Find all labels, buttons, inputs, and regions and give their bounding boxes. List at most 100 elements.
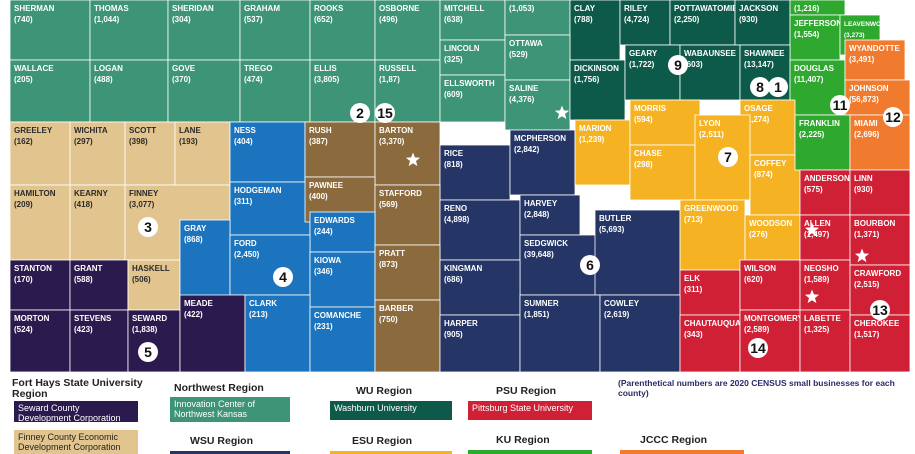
region-marker xyxy=(768,77,788,97)
county-name: PRATT xyxy=(379,249,405,258)
county-count: (713) xyxy=(684,215,703,224)
county-count: (1,517) xyxy=(854,330,880,339)
legend-title: ESU Region xyxy=(352,435,413,447)
county-shape xyxy=(167,0,241,61)
county-name: JEFFERSON xyxy=(794,19,842,28)
county-name: LOGAN xyxy=(94,64,123,73)
region-number: 6 xyxy=(586,257,594,273)
county-count: (603) xyxy=(684,60,703,69)
legend-title: PSU Region xyxy=(496,385,557,397)
county-count: (213) xyxy=(249,310,268,319)
legend-swatch: Washburn University xyxy=(330,401,452,420)
county-count: (1,589) xyxy=(804,275,830,284)
county: ALLEN (1,497) xyxy=(799,214,851,261)
county: HARPER (905) xyxy=(439,314,521,373)
county-count: (3,491) xyxy=(849,55,875,64)
county: MEADE (422) xyxy=(179,294,246,373)
region-number: 11 xyxy=(833,97,848,113)
county: CHAUTAUQUA (343) xyxy=(679,314,741,373)
county-name: DICKINSON xyxy=(574,64,619,73)
county-count: (1,216) xyxy=(794,4,820,13)
county: BUTLER (5,693) xyxy=(594,209,681,296)
county-count: (422) xyxy=(184,310,203,319)
county-shape xyxy=(619,0,671,46)
county-shape xyxy=(244,294,311,373)
county-name: WOODSON xyxy=(749,219,792,228)
county-name: OSBORNE xyxy=(379,4,420,13)
county: CLARK (213) xyxy=(244,294,311,373)
county-count: (4,376) xyxy=(509,95,535,104)
region-number: 12 xyxy=(885,109,901,125)
county: PRATT (873) xyxy=(374,244,441,301)
county-count: (1,239) xyxy=(579,135,605,144)
county-count: (1,838) xyxy=(132,325,158,334)
legend-title: WU Region xyxy=(356,385,412,397)
county-shape xyxy=(229,181,311,236)
county-count: (3,805) xyxy=(314,75,340,84)
county-name: CRAWFORD xyxy=(854,269,901,278)
region-marker xyxy=(750,77,770,97)
county-shape xyxy=(374,121,441,186)
county-name: CHEROKEE xyxy=(854,319,900,328)
county-name: CLAY xyxy=(574,4,596,13)
county-count: (231) xyxy=(314,322,333,331)
county: LOGAN (488) xyxy=(89,59,169,123)
county-shape xyxy=(304,121,376,178)
legend-title: WSU Region xyxy=(190,435,253,447)
county-shape xyxy=(127,309,181,373)
county-count: (311) xyxy=(234,197,253,206)
county-count: (868) xyxy=(184,235,203,244)
star xyxy=(804,222,820,237)
region-number: 14 xyxy=(750,340,766,356)
star xyxy=(554,105,570,120)
county-name: MONTGOMERY xyxy=(744,314,803,323)
county: CHASE (298) xyxy=(629,144,696,201)
county: EDWARDS (244) xyxy=(309,211,376,253)
county-count: (205) xyxy=(14,75,33,84)
county-count: (620) xyxy=(744,275,763,284)
county-shape xyxy=(744,214,801,261)
legend-title: Northwest Region xyxy=(174,382,264,394)
county-count: (537) xyxy=(244,15,263,24)
county-count: (400) xyxy=(309,192,328,201)
county: SALINE (4,376) xyxy=(504,79,571,131)
county-count: (496) xyxy=(379,15,398,24)
county-name: HAMILTON xyxy=(14,189,56,198)
legend-swatch: Pittsburg State University xyxy=(468,401,592,420)
county-shape xyxy=(739,309,801,373)
county-count: (418) xyxy=(74,200,93,209)
county-name: SALINE xyxy=(509,84,539,93)
county-shape xyxy=(569,59,626,121)
county-count: (930) xyxy=(854,185,873,194)
note: (Parenthetical numbers are 2020 CENSUS s… xyxy=(618,378,895,398)
county-count: (276) xyxy=(749,230,768,239)
county-name: SCOTT xyxy=(129,126,156,135)
county-shape xyxy=(749,154,801,216)
county-name: LINCOLN xyxy=(444,44,480,53)
county: KEARNY (418) xyxy=(69,184,126,261)
county-shape xyxy=(844,39,906,81)
county: JEFFERSON (1,554) xyxy=(789,14,842,61)
county-count: (298) xyxy=(634,160,653,169)
county-shape xyxy=(9,259,71,311)
county-shape xyxy=(89,59,169,123)
county-name: MORTON xyxy=(14,314,50,323)
county-name: BARBER xyxy=(379,304,413,313)
county-count: (13,147) xyxy=(744,60,774,69)
county: WYANDOTTE (3,491) xyxy=(844,39,906,81)
county-count: (2,250) xyxy=(674,15,700,24)
county-name: RUSH xyxy=(309,126,332,135)
county-shape xyxy=(849,114,911,171)
county-count: (387) xyxy=(309,137,328,146)
county-count: (818) xyxy=(444,160,463,169)
county: ELLIS (3,805) xyxy=(309,59,376,123)
region-marker xyxy=(748,338,768,358)
county: HODGEMAN (311) xyxy=(229,181,311,236)
county-name: CLARK xyxy=(249,299,277,308)
county: (1,053) xyxy=(504,0,571,36)
county-shape xyxy=(504,34,571,81)
county-name: JOHNSON xyxy=(849,84,889,93)
county-count: (2,511) xyxy=(699,130,724,139)
county-name: ELLIS xyxy=(314,64,337,73)
county-name: MARION xyxy=(579,124,612,133)
